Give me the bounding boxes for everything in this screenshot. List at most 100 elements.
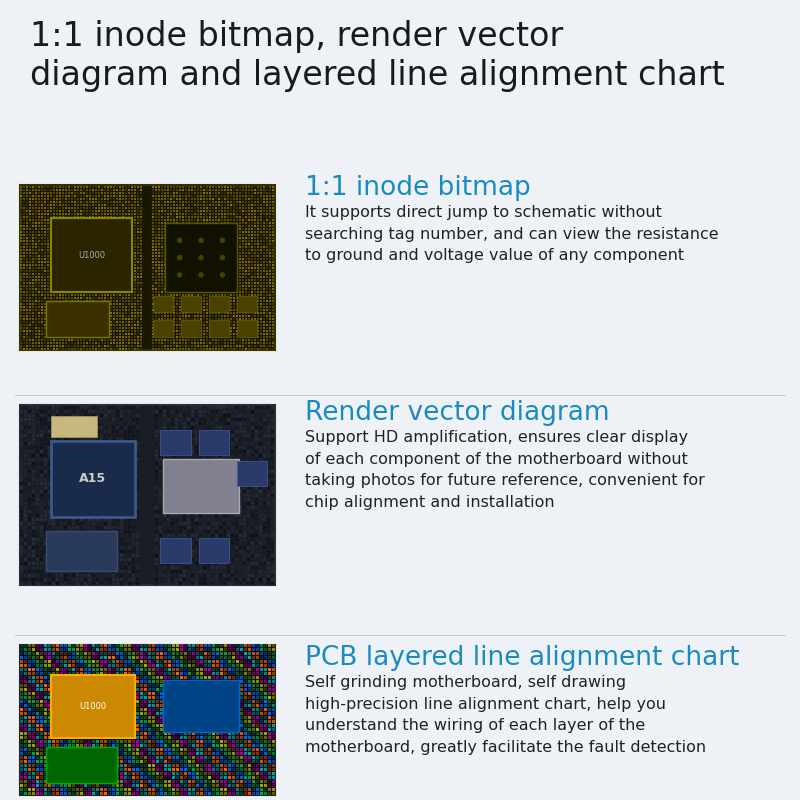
- Bar: [230, 270, 232, 272]
- Bar: [161, 318, 163, 320]
- Bar: [252, 768, 255, 771]
- Bar: [104, 768, 107, 771]
- Bar: [164, 668, 167, 671]
- Bar: [224, 700, 227, 703]
- Bar: [64, 764, 67, 767]
- Bar: [131, 228, 133, 230]
- Bar: [107, 255, 109, 257]
- Bar: [207, 414, 210, 417]
- Bar: [209, 321, 211, 323]
- Bar: [212, 342, 214, 344]
- Bar: [40, 748, 43, 751]
- Bar: [259, 482, 262, 485]
- Bar: [233, 243, 235, 245]
- Bar: [242, 315, 244, 317]
- Bar: [203, 204, 205, 206]
- Bar: [256, 700, 259, 703]
- Bar: [92, 418, 95, 421]
- Bar: [64, 756, 67, 759]
- Bar: [155, 312, 157, 314]
- Bar: [131, 348, 133, 350]
- Bar: [212, 300, 214, 302]
- Bar: [136, 502, 139, 505]
- Bar: [44, 267, 46, 269]
- Bar: [136, 534, 139, 537]
- Bar: [59, 198, 61, 200]
- Bar: [24, 558, 27, 561]
- Bar: [179, 510, 182, 513]
- Bar: [248, 297, 250, 299]
- Bar: [242, 270, 244, 272]
- Bar: [206, 276, 208, 278]
- Bar: [26, 321, 28, 323]
- Bar: [179, 422, 182, 425]
- Bar: [236, 652, 239, 655]
- Bar: [40, 656, 43, 659]
- Bar: [187, 566, 190, 569]
- Bar: [152, 652, 155, 655]
- Bar: [29, 312, 31, 314]
- Bar: [232, 692, 235, 695]
- Bar: [172, 664, 175, 667]
- Bar: [176, 676, 179, 679]
- Bar: [182, 225, 184, 227]
- Bar: [244, 784, 247, 787]
- Bar: [156, 772, 159, 775]
- Bar: [167, 261, 169, 263]
- Bar: [212, 688, 215, 691]
- Bar: [235, 410, 238, 413]
- Bar: [188, 728, 191, 731]
- Bar: [230, 231, 232, 233]
- Bar: [209, 333, 211, 335]
- Bar: [212, 240, 214, 242]
- Bar: [62, 336, 64, 338]
- Bar: [80, 740, 83, 743]
- Bar: [100, 720, 103, 723]
- Bar: [144, 644, 147, 647]
- Bar: [220, 652, 223, 655]
- Bar: [48, 550, 51, 553]
- Bar: [224, 216, 226, 218]
- Bar: [184, 652, 187, 655]
- Bar: [128, 426, 131, 429]
- Bar: [168, 656, 171, 659]
- Bar: [272, 309, 274, 311]
- Bar: [255, 570, 258, 573]
- Bar: [220, 724, 223, 727]
- Bar: [255, 522, 258, 525]
- Bar: [20, 342, 22, 344]
- Bar: [28, 498, 31, 501]
- Bar: [242, 324, 244, 326]
- Bar: [68, 255, 70, 257]
- Bar: [72, 672, 75, 675]
- Bar: [179, 514, 182, 517]
- Bar: [216, 652, 219, 655]
- Bar: [248, 225, 250, 227]
- Bar: [68, 768, 71, 771]
- Bar: [120, 780, 123, 783]
- Bar: [108, 676, 111, 679]
- Bar: [72, 756, 75, 759]
- Bar: [52, 720, 55, 723]
- Bar: [128, 255, 130, 257]
- Bar: [271, 570, 274, 573]
- Bar: [64, 760, 67, 763]
- Bar: [232, 664, 235, 667]
- Bar: [128, 276, 130, 278]
- Bar: [176, 246, 178, 248]
- Bar: [159, 578, 162, 581]
- Bar: [215, 210, 217, 212]
- Bar: [134, 324, 136, 326]
- Bar: [28, 550, 31, 553]
- Bar: [104, 570, 107, 573]
- Bar: [80, 656, 83, 659]
- Bar: [212, 312, 214, 314]
- Bar: [131, 222, 133, 224]
- Bar: [83, 207, 85, 209]
- Bar: [56, 506, 59, 509]
- Bar: [248, 222, 250, 224]
- Bar: [68, 574, 71, 577]
- Bar: [267, 538, 270, 541]
- Bar: [176, 306, 178, 308]
- Bar: [120, 530, 123, 533]
